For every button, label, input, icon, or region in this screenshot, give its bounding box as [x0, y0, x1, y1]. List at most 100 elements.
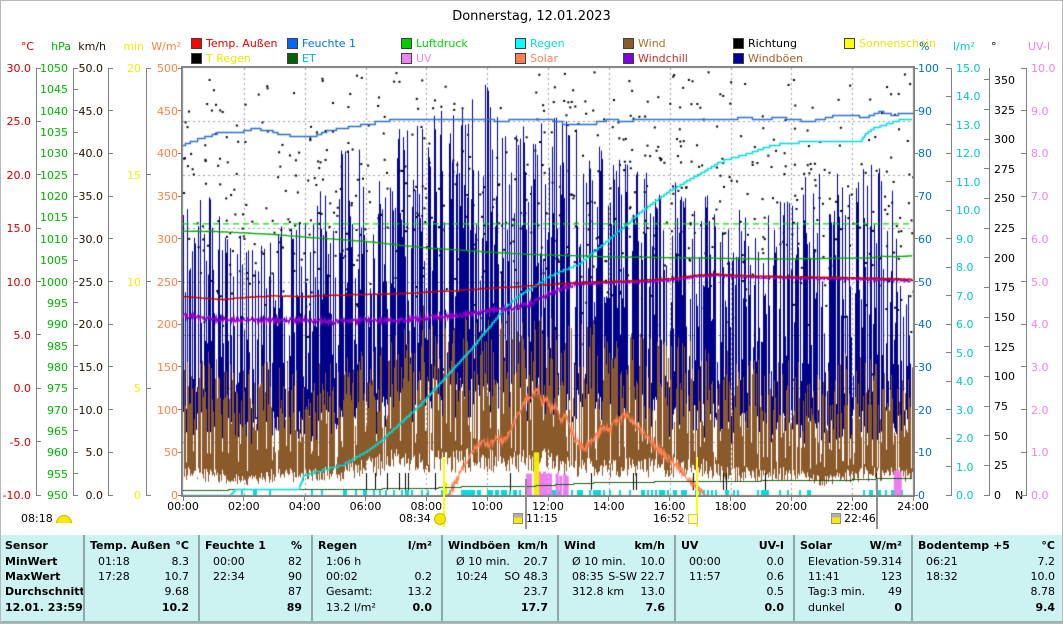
axis-tick-label: 125 [994, 340, 1015, 354]
legend-item: UV [401, 52, 432, 65]
axis-tick-label: 5.0 [13, 328, 32, 342]
legend-label: Windböen [748, 51, 804, 65]
axis-line [1026, 68, 1027, 496]
table-cell-time: Gesamt: [326, 585, 373, 598]
table-cell-time: Elevation [808, 555, 860, 568]
axis-tick-label: 50 [994, 429, 1008, 443]
axis-unit-label: hPa [51, 40, 71, 53]
axis-tick-label: 1025 [40, 168, 68, 182]
axis-tick-label: 8.0 [956, 261, 974, 275]
table-cell: 23.7 [448, 584, 549, 599]
table-cell-time: 1:06 h [326, 555, 362, 568]
legend-label: T Regen [206, 51, 251, 65]
table-cell-value: 0.5 [766, 585, 785, 598]
legend-swatch-icon [623, 37, 634, 49]
axis-unit-label: °C [20, 40, 34, 53]
axis-tick [984, 197, 989, 199]
axis-tick [946, 437, 951, 439]
axis-tick-label: 950 [47, 489, 68, 502]
axis-tick-label: 225 [994, 222, 1015, 236]
table-column-separator [83, 535, 85, 621]
axis-tick-label: 1040 [40, 104, 68, 118]
legend-swatch-icon [733, 37, 744, 49]
x-axis-tick [730, 497, 731, 501]
axis-tick-label: 275 [994, 162, 1015, 176]
table-column: Windböen km/h Ø 10 min. 20.7 10:24 SO 48.3 23.… [444, 535, 554, 621]
table-cell: 00:00 0.0 [681, 554, 784, 569]
axis-tick-label: 0.0 [13, 382, 32, 396]
table-header-cell: UV UV-I [681, 538, 784, 553]
stats-table: Sensor MinWert MaxWert Durchschnitt 12.01. 2… [1, 535, 1062, 623]
axis-tick-label: 4.0 [956, 375, 974, 389]
x-axis-tick-label: 18:00 [714, 500, 747, 513]
axis-tick [1021, 238, 1026, 240]
table-cell: 10:24 SO 48.3 [448, 569, 548, 584]
x-axis-tick [547, 497, 549, 501]
table-cell-value: 0 [894, 601, 902, 614]
axis-tick [946, 323, 951, 325]
legend-label: Sonnenschein [859, 36, 936, 50]
axis-tick [146, 281, 151, 282]
axis-line [36, 68, 37, 496]
table-cell: Elevation -59.314 [800, 554, 902, 569]
table-cell: 312.8 km 13.0 [564, 584, 665, 599]
event-annotation: 08:34 [399, 512, 446, 525]
page-title: Donnerstag, 12.01.2023 [452, 9, 611, 24]
axis-tick-label: 2.0 [1031, 403, 1049, 417]
axis-tick-label: 8.0 [1031, 147, 1049, 161]
table-cell-time: 312.8 km [572, 585, 625, 598]
table-cell-time: 01:18 [98, 555, 130, 568]
table-header-cell: Windböen km/h [448, 538, 548, 553]
table-cell: 08:35 S-SW 22.7 [564, 569, 665, 584]
axis-north-label: N [1015, 489, 1024, 502]
event-marker-line [443, 457, 445, 527]
event-time-label: 22:46 [844, 512, 876, 525]
axis-tick-label: 3.0 [1031, 360, 1049, 374]
axis-tick-label: 1035 [40, 126, 68, 140]
axis-tick-label: 11.0 [956, 175, 981, 189]
axis-tick [1021, 494, 1026, 496]
axis-tick [73, 67, 78, 69]
axis-tick [178, 494, 183, 496]
axis-tick-label: 250 [994, 192, 1015, 206]
axis-unit-label: % [919, 40, 930, 53]
event-annotation: 11:15 [513, 512, 558, 525]
axis-tick [984, 375, 989, 377]
axis-tick-label: 14.0 [956, 90, 981, 104]
table-column-separator [793, 535, 795, 621]
table-cell-time: 00:00 [213, 555, 245, 568]
axis-tick [146, 174, 151, 176]
axis-tick-label: 25 [994, 459, 1008, 473]
x-axis-tick-label: 22:00 [836, 500, 868, 513]
table-column-separator [557, 535, 559, 621]
table-cell: 10.2 [90, 600, 189, 615]
axis-tick-label: 325 [994, 103, 1015, 117]
axis-tick [913, 152, 918, 154]
table-cell-value: 17.7 [520, 601, 548, 614]
table-cell: 89 [205, 600, 302, 615]
axis-tick [1021, 451, 1026, 453]
axis-tick-label: 1.0 [956, 460, 974, 474]
axis-tick [178, 366, 183, 368]
axis-tick-label: 20 [127, 62, 141, 75]
axis-tick [946, 295, 951, 297]
axis-tick [1021, 366, 1026, 368]
table-column: Temp. Außen °C 01:18 8.3 17:28 10.7 9.68 10.2 [86, 535, 195, 621]
axis-unit-label: l/m² [953, 40, 975, 53]
axis-tick [178, 238, 183, 240]
legend-swatch-icon [515, 52, 526, 64]
axis-tick-label: 50.0 [78, 62, 104, 75]
table-cell-value: 9.68 [164, 585, 190, 598]
axis-line [951, 68, 952, 496]
event-time-label: 11:15 [526, 512, 558, 525]
axis-tick [178, 67, 183, 69]
axis-tick [36, 334, 41, 336]
axis-tick [984, 168, 989, 170]
table-cell-value: 7.6 [645, 601, 666, 614]
axis-tick-label: 980 [47, 360, 68, 374]
event-time-label: 08:34 [399, 512, 431, 525]
axis-tick-label: 400 [157, 147, 178, 161]
table-cell: 11:57 0.6 [681, 569, 784, 584]
table-cell: 0.5 [681, 584, 785, 599]
axis-tick-label: 10.0 [956, 204, 981, 218]
